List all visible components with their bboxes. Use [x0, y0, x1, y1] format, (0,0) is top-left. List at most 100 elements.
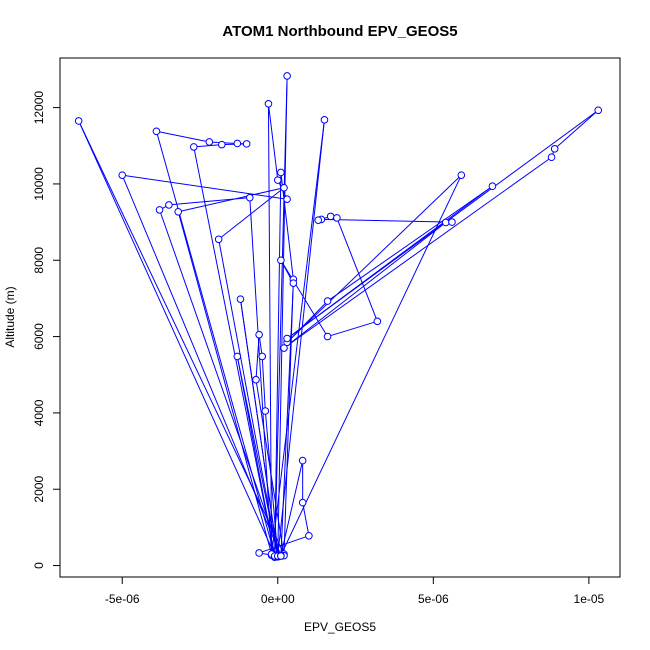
series-segment — [193, 144, 222, 148]
data-point — [283, 334, 291, 343]
series-segment — [264, 410, 279, 557]
data-point — [252, 375, 260, 384]
series-segment — [258, 535, 310, 554]
series-segment — [122, 174, 288, 200]
plot-area — [59, 57, 621, 578]
data-point — [373, 317, 382, 326]
data-point — [205, 138, 214, 146]
series-segment — [78, 120, 276, 556]
data-point — [333, 214, 341, 222]
data-point — [277, 256, 285, 265]
series-points — [74, 72, 603, 561]
series-lines — [78, 75, 599, 558]
data-point — [277, 168, 285, 177]
data-point — [283, 195, 291, 203]
x-axis: -5e-06 0e+00 5e-06 1e-05 — [105, 576, 605, 606]
series-segment — [286, 174, 462, 343]
data-point — [298, 456, 307, 465]
data-point — [283, 72, 291, 80]
y-tick-label: 12000 — [32, 91, 46, 125]
data-point — [189, 143, 198, 151]
series-segment — [177, 211, 273, 555]
data-point — [217, 140, 226, 149]
data-point — [457, 171, 466, 179]
data-point — [320, 116, 329, 124]
series-segment — [280, 283, 294, 557]
data-point — [245, 193, 254, 202]
data-point — [236, 295, 245, 303]
y-tick-label: 4000 — [32, 399, 46, 426]
data-point — [273, 176, 282, 184]
data-point — [261, 407, 270, 415]
y-tick-label: 10000 — [32, 167, 46, 201]
y-tick-label: 8000 — [32, 247, 46, 274]
data-point — [441, 218, 450, 227]
x-tick-label: 5e-06 — [418, 592, 449, 606]
data-point — [323, 332, 332, 341]
series-segment — [274, 172, 282, 557]
series-segment — [255, 334, 260, 380]
series-segment — [156, 130, 210, 143]
data-point — [155, 206, 164, 214]
data-point — [258, 352, 267, 361]
x-tick-label: 1e-05 — [574, 592, 605, 606]
series-segment — [193, 146, 276, 557]
series-segment — [327, 185, 493, 302]
data-point — [280, 344, 288, 352]
series-segment — [327, 320, 378, 338]
series-segment — [274, 75, 288, 557]
data-point — [289, 279, 298, 287]
x-tick-label: 0e+00 — [261, 592, 295, 606]
data-point — [326, 212, 335, 221]
data-point — [277, 552, 285, 560]
data-point — [174, 207, 183, 216]
y-tick-label: 2000 — [32, 476, 46, 503]
data-point — [165, 201, 173, 209]
series-segment — [286, 300, 328, 343]
data-point — [233, 139, 242, 148]
x-tick-label: -5e-06 — [105, 592, 140, 606]
data-point — [594, 106, 603, 115]
y-tick-label: 0 — [32, 562, 46, 569]
data-point — [214, 235, 223, 244]
series-segment — [277, 75, 288, 556]
data-point — [233, 352, 242, 361]
data-point — [264, 99, 273, 108]
series-segment — [218, 187, 285, 240]
series-segment — [159, 209, 282, 557]
series-segment — [336, 217, 378, 322]
data-point — [305, 531, 313, 540]
chart-title: ATOM1 Northbound EPV_GEOS5 — [222, 23, 457, 40]
series-segment — [277, 119, 325, 556]
data-point — [118, 171, 127, 179]
y-tick-label: 6000 — [32, 323, 46, 350]
series-segment — [249, 197, 273, 555]
data-point — [298, 498, 307, 507]
series-segment — [155, 131, 276, 556]
series-segment — [267, 103, 279, 181]
series-segment — [283, 222, 447, 349]
series-segment — [239, 299, 279, 557]
series-segment — [178, 187, 285, 213]
data-point — [488, 182, 497, 191]
data-point — [242, 140, 251, 148]
data-point — [152, 127, 161, 136]
series-segment — [280, 460, 304, 556]
data-point — [255, 330, 263, 339]
data-point — [280, 183, 288, 192]
series-segment — [283, 156, 552, 349]
data-point — [74, 117, 83, 125]
data-point — [255, 549, 263, 557]
series-segment — [261, 356, 266, 412]
data-point — [550, 145, 559, 153]
y-axis: 0 2000 4000 6000 8000 10000 12000 — [32, 91, 61, 569]
series-segment — [218, 239, 279, 557]
series-segment — [280, 259, 328, 337]
y-axis-label: Altitude (m) — [3, 286, 17, 347]
series-segment — [267, 103, 273, 556]
data-point — [547, 153, 556, 162]
data-point — [314, 216, 323, 224]
series-segment — [554, 109, 599, 150]
data-point — [323, 297, 332, 305]
